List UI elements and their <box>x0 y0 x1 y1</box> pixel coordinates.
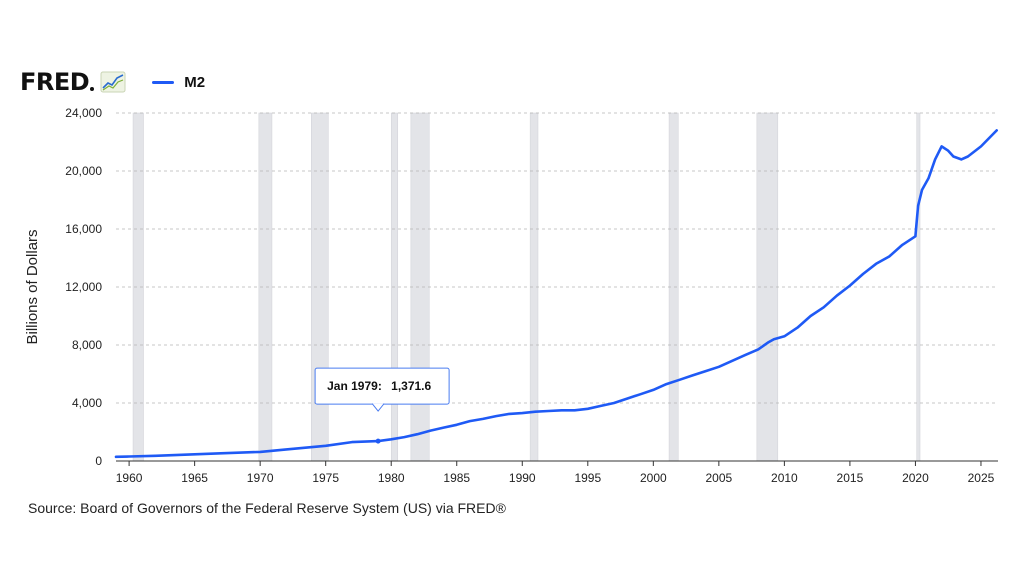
x-tick-label-12: 2020 <box>902 471 929 485</box>
recession-band-4 <box>410 112 430 462</box>
x-tick-label-3: 1975 <box>312 471 339 485</box>
x-tick-label-4: 1980 <box>378 471 405 485</box>
tooltip-date: Jan 1979: <box>327 379 382 393</box>
x-tick-label-0: 1960 <box>116 471 143 485</box>
series-layer <box>114 129 998 459</box>
x-tick-label-9: 2005 <box>706 471 733 485</box>
x-tick-label-8: 2000 <box>640 471 667 485</box>
y-axis-label: Billions of Dollars <box>24 229 41 344</box>
y-tick-label-2: 8,000 <box>72 338 102 352</box>
logo-dot <box>90 87 95 91</box>
chart-line-icon <box>100 71 126 93</box>
recession-band-2 <box>311 112 329 462</box>
x-tick-label-5: 1985 <box>443 471 470 485</box>
x-axis-ticks: 1960 1965 1970 1975 1980 1985 1990 1995 2000 2005… <box>116 461 995 485</box>
x-tick-label-11: 2015 <box>837 471 864 485</box>
legend-label-m2: M2 <box>184 73 206 91</box>
source-note: Source: Board of Governors of the Federa… <box>28 500 506 516</box>
x-tick-label-2: 1970 <box>247 471 274 485</box>
fred-logo: FRED <box>20 68 90 96</box>
recession-band-8 <box>916 112 921 462</box>
chart-header: FRED M2 <box>20 66 205 98</box>
grid-lines <box>116 112 998 404</box>
tooltip-pointer <box>371 403 385 412</box>
y-tick-label-1: 4,000 <box>72 396 102 410</box>
x-tick-label-6: 1990 <box>509 471 536 485</box>
y-tick-label-6: 24,000 <box>65 106 102 120</box>
x-tick-label-1: 1965 <box>181 471 208 485</box>
y-axis-ticks: 0 4,000 8,000 12,000 16,000 20,000 24,000 <box>65 106 102 468</box>
series-line-m2[interactable] <box>114 129 998 459</box>
y-tick-label-3: 12,000 <box>65 280 102 294</box>
y-tick-label-5: 20,000 <box>65 164 102 178</box>
y-tick-label-0: 0 <box>95 454 102 468</box>
x-tick-label-10: 2010 <box>771 471 798 485</box>
y-tick-label-4: 16,000 <box>65 222 102 236</box>
tooltip-value: 1,371.6 <box>391 379 431 393</box>
tooltip-text: Jan 1979: 1,371.6 <box>327 379 431 393</box>
tooltip: Jan 1979: 1,371.6 <box>314 367 450 444</box>
legend-swatch-m2 <box>152 80 175 84</box>
legend[interactable]: M2 <box>152 74 205 91</box>
tooltip-point <box>375 438 381 444</box>
x-tick-label-7: 1995 <box>574 471 601 485</box>
x-tick-label-13: 2025 <box>968 471 995 485</box>
